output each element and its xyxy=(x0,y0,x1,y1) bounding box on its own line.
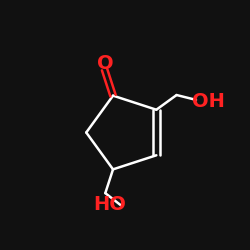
Text: O: O xyxy=(98,54,114,73)
Text: OH: OH xyxy=(192,92,224,110)
Text: HO: HO xyxy=(93,195,126,214)
